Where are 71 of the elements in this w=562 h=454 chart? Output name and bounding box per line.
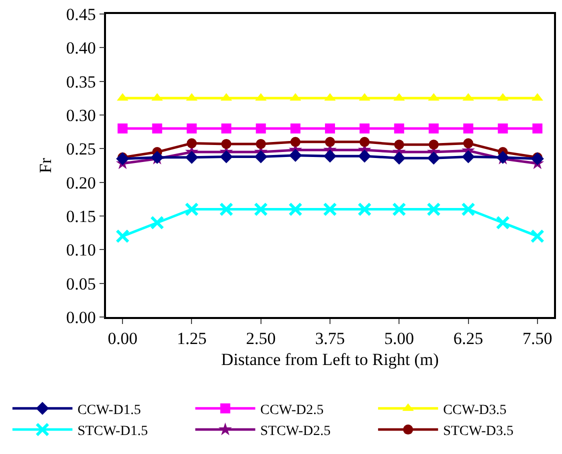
point: [116, 229, 130, 244]
point: [496, 216, 510, 230]
legend-label: CCW-D2.5: [260, 402, 324, 418]
point: [463, 138, 474, 148]
point: [461, 202, 476, 216]
point: [152, 123, 162, 134]
point: [186, 138, 197, 148]
x-tick-label: 6.25: [453, 329, 484, 348]
x-tick-label: 7.50: [522, 329, 552, 348]
legend-label: CCW-D3.5: [443, 402, 506, 418]
y-tick-label: 0.05: [66, 274, 96, 294]
x-tick-label: 3.75: [315, 329, 345, 348]
point: [184, 202, 199, 216]
point: [118, 123, 128, 134]
point: [530, 229, 544, 244]
point: [428, 123, 439, 134]
x-tick-label: 2.50: [246, 329, 276, 348]
point: [150, 216, 164, 230]
y-tick-label: 0.15: [66, 206, 96, 226]
point: [290, 136, 300, 147]
point: [254, 202, 268, 216]
point: [325, 136, 335, 147]
point: [254, 150, 268, 164]
point: [219, 202, 234, 216]
point: [498, 123, 508, 134]
x-tick-label: 0.00: [108, 329, 138, 348]
point: [463, 123, 474, 134]
point: [428, 140, 439, 150]
point: [358, 150, 372, 163]
point: [256, 138, 266, 149]
y-tick-label: 0.30: [66, 106, 96, 125]
point: [323, 202, 337, 216]
legend-label: CCW-D1.5: [77, 402, 141, 418]
point: [530, 152, 544, 166]
point: [426, 202, 441, 216]
y-tick-label: 0.45: [66, 4, 96, 24]
point: [186, 123, 197, 134]
point: [394, 123, 404, 134]
point: [358, 202, 372, 216]
x-tick-label: 1.25: [176, 329, 207, 348]
x-axis-title: Distance from Left to Right (m): [221, 350, 439, 370]
point: [116, 152, 130, 166]
point: [360, 123, 370, 134]
y-tick-label: 0.40: [66, 38, 96, 58]
point: [360, 136, 370, 147]
point: [392, 202, 406, 216]
point: [221, 123, 232, 134]
y-tick-label: 0.00: [66, 308, 96, 327]
legend-label: STCW-D3.5: [443, 424, 514, 440]
point: [288, 202, 302, 216]
legend-label: STCW-D1.5: [77, 424, 148, 440]
legend-label: STCW-D2.5: [260, 424, 331, 440]
point: [221, 138, 232, 149]
point: [288, 148, 302, 162]
point: [394, 140, 404, 150]
point: [290, 123, 300, 134]
point: [427, 152, 440, 165]
y-tick-label: 0.35: [66, 72, 96, 92]
y-tick-label: 0.10: [66, 240, 96, 260]
y-tick-label: 0.25: [66, 140, 96, 159]
point: [462, 150, 475, 164]
point: [256, 123, 266, 134]
point: [185, 150, 198, 164]
point: [220, 150, 233, 164]
point: [324, 150, 336, 163]
x-tick-label: 5.00: [384, 329, 414, 348]
point: [532, 123, 542, 134]
y-axis-title: Fr: [36, 158, 56, 174]
point: [325, 123, 335, 134]
point: [392, 152, 406, 165]
y-tick-label: 0.20: [66, 173, 96, 192]
